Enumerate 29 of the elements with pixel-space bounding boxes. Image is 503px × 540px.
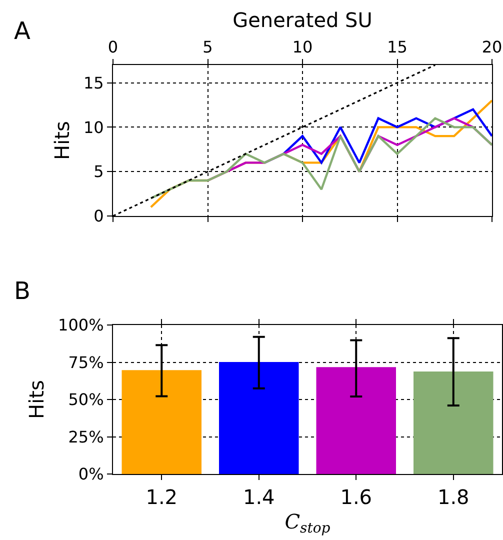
- x-tick-label: 1.4: [242, 485, 275, 509]
- y-axis-title: Hits: [24, 380, 49, 419]
- y-axis-title: Hits: [50, 121, 74, 160]
- x-tick-label: 1.8: [437, 485, 470, 509]
- y-tick-label: 15: [83, 73, 104, 92]
- bar: [414, 371, 494, 474]
- y-tick-label: 75%: [68, 352, 104, 372]
- x-tick-label: 5: [202, 38, 213, 57]
- x-tick-label: 10: [292, 38, 313, 57]
- x-tick-label: 1.2: [146, 485, 178, 509]
- x-axis-title: C$_{stop}$: [284, 510, 330, 537]
- y-tick-label: 0%: [78, 464, 104, 484]
- bar: [122, 370, 202, 474]
- text: A: [14, 17, 31, 45]
- x-tick-label: 1.6: [340, 485, 372, 509]
- x-axis-title: Generated SU: [232, 8, 372, 32]
- y-tick-label: 0: [94, 206, 104, 226]
- y-tick-label: 5: [94, 162, 104, 182]
- x-tick-label: 20: [482, 38, 502, 57]
- text: B: [14, 277, 30, 305]
- x-tick-label: 15: [387, 38, 408, 57]
- x-tick-label: 0: [108, 38, 118, 57]
- y-tick-label: 50%: [68, 390, 104, 410]
- y-tick-label: 10: [83, 118, 104, 137]
- y-tick-label: 25%: [68, 427, 104, 446]
- line-series: [150, 117, 492, 200]
- bar: [219, 362, 299, 474]
- y-tick-label: 100%: [58, 316, 104, 335]
- bar: [316, 367, 396, 474]
